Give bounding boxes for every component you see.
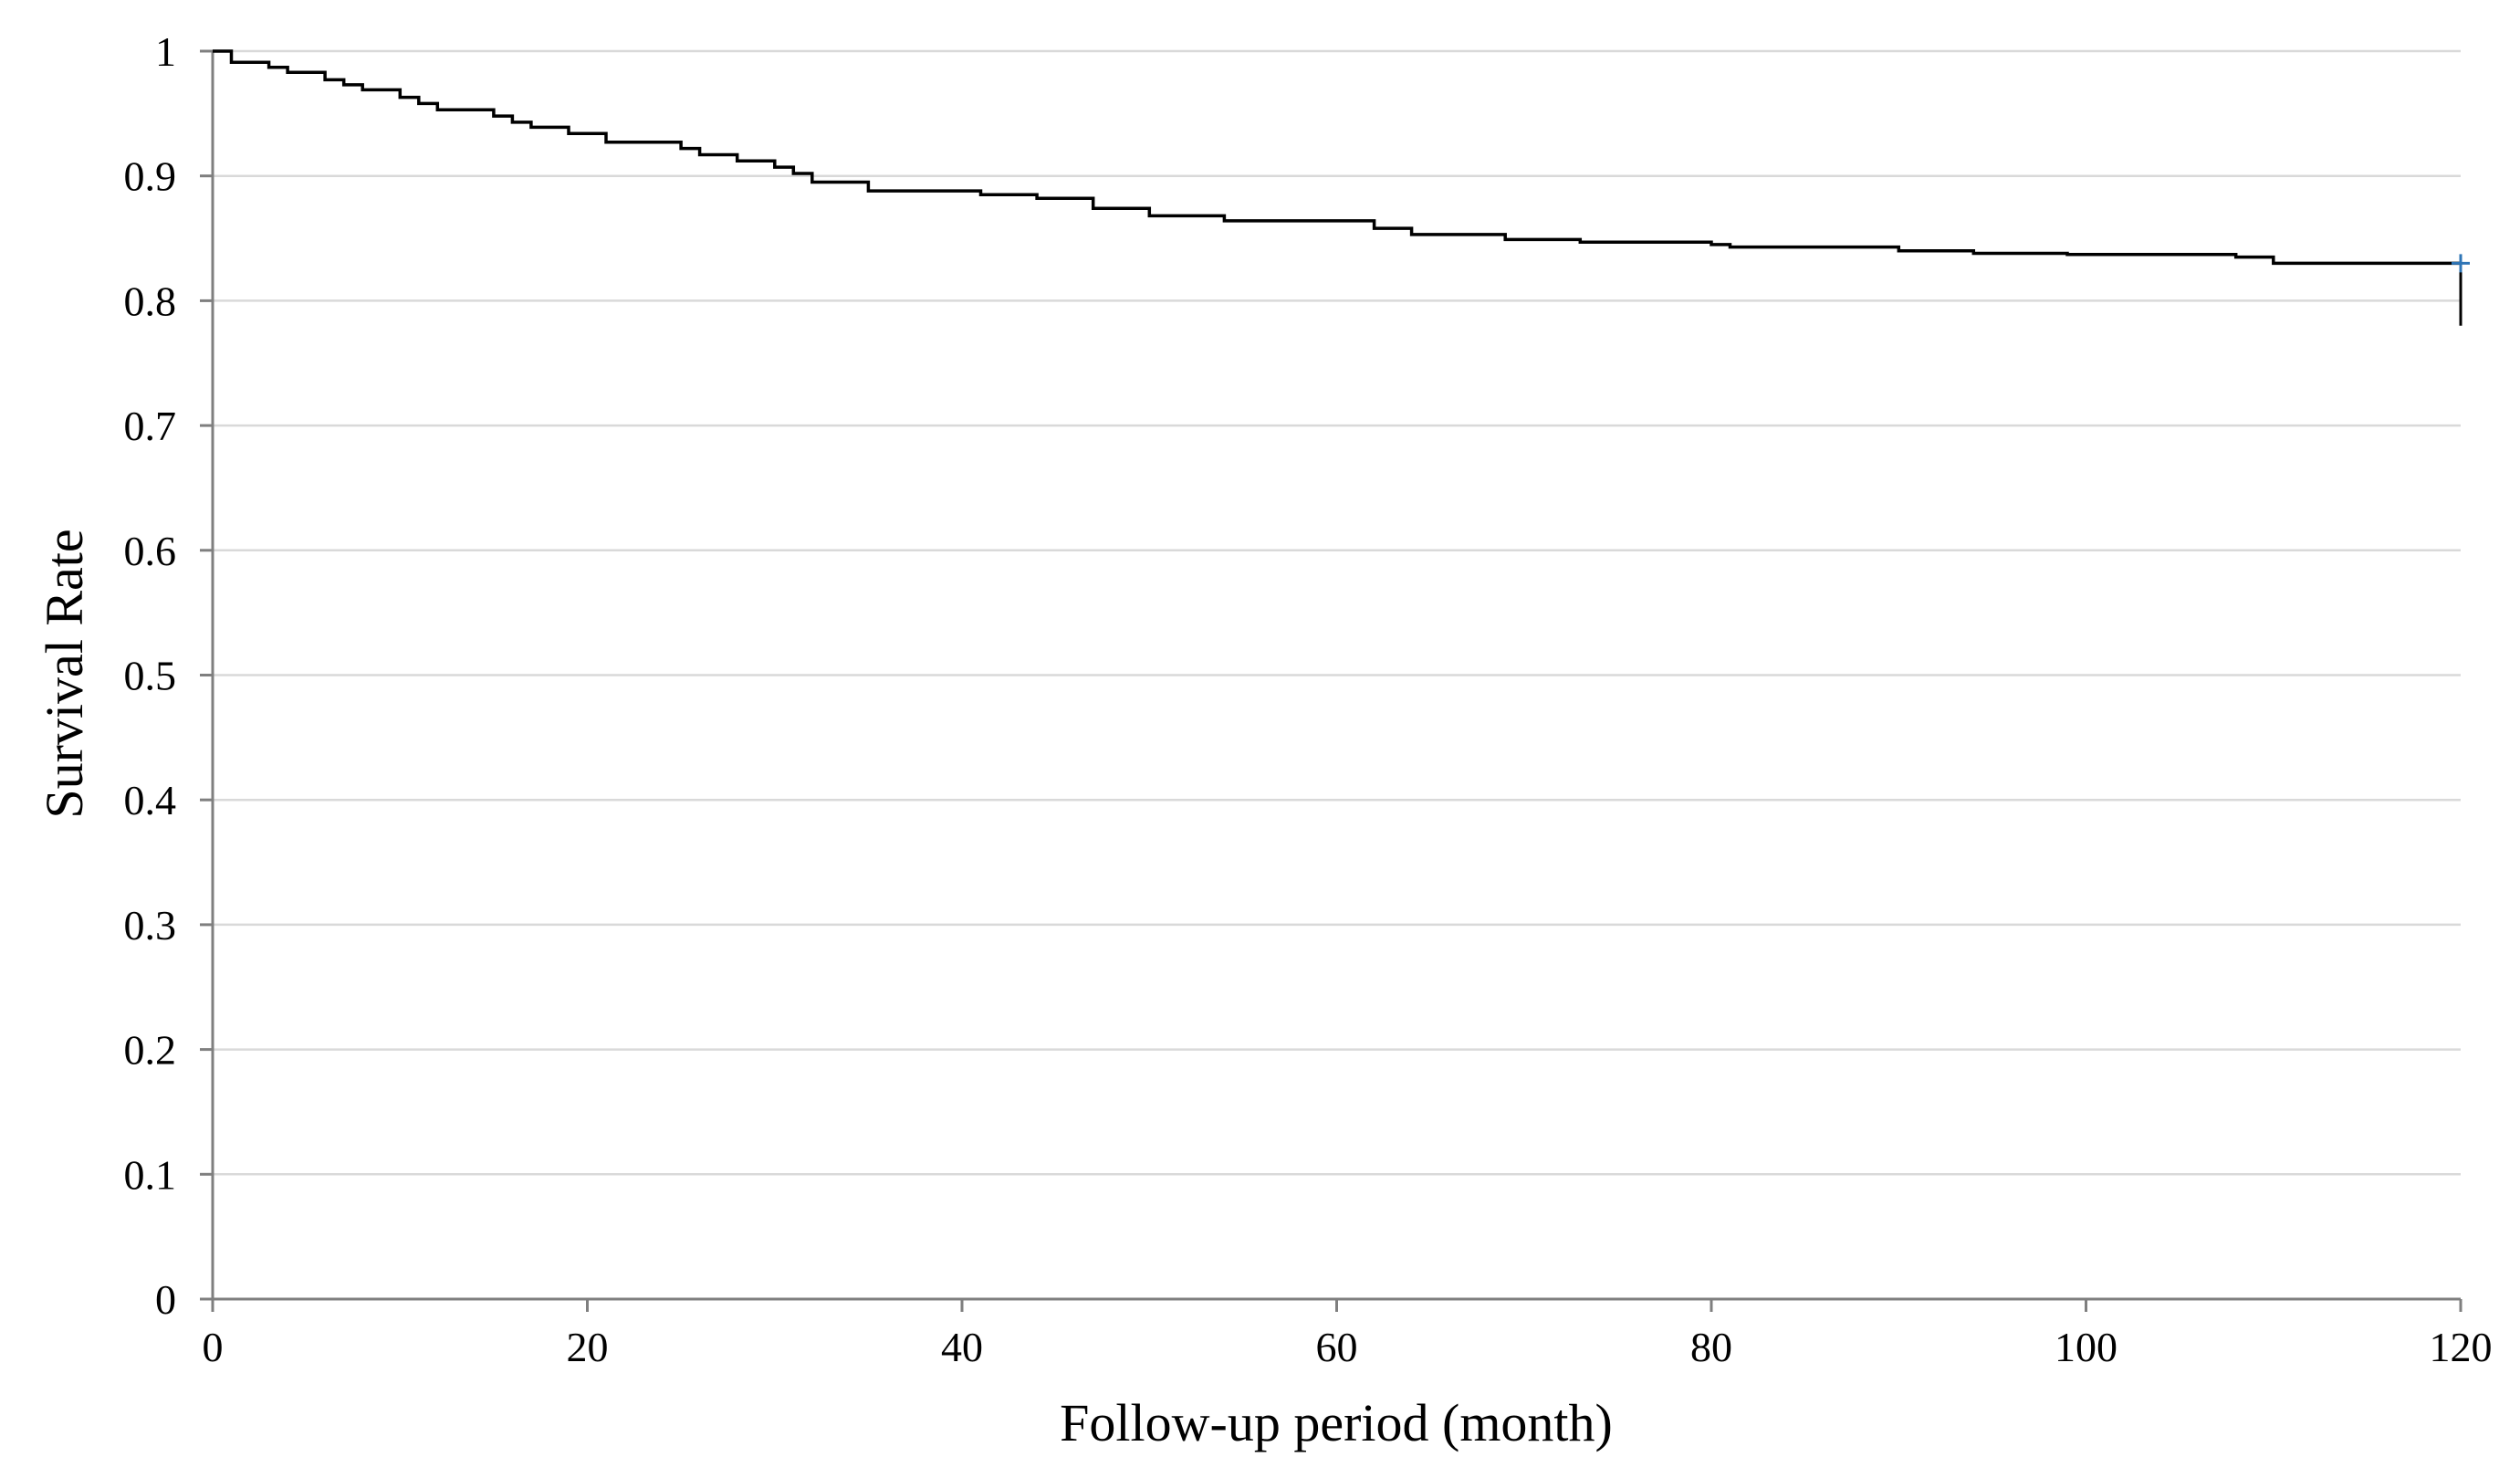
gridlines	[213, 49, 2461, 1176]
y-tick-label: 0	[155, 1276, 176, 1323]
x-tick-label: 20	[567, 1324, 609, 1370]
series-layer	[213, 49, 2470, 326]
y-tick-label: 0.8	[124, 278, 177, 324]
x-tick-label: 60	[1316, 1324, 1358, 1370]
x-tick-label: 80	[1690, 1324, 1732, 1370]
y-tick-label: 0.1	[124, 1151, 177, 1198]
y-tick-label: 1	[155, 28, 176, 75]
x-tick-label: 0	[203, 1324, 224, 1370]
y-tick-label: 0.9	[124, 153, 177, 200]
y-tick-label: 0.5	[124, 653, 177, 699]
y-tick-label: 0.3	[124, 902, 177, 949]
x-tick-labels: 0 20 40 60 80 100 120	[203, 1324, 2493, 1370]
y-tick-label: 0.2	[124, 1027, 177, 1074]
y-axis-title: Survival Rate	[35, 529, 94, 818]
x-tick-label: 120	[2430, 1324, 2493, 1370]
axes	[200, 49, 2462, 1312]
y-tick-label: 0.4	[124, 777, 177, 823]
y-tick-label: 0.7	[124, 403, 177, 449]
x-axis-title: Follow-up period (month)	[1060, 1393, 1613, 1452]
survival-curve	[213, 49, 2461, 266]
x-tick-label: 100	[2055, 1324, 2117, 1370]
x-tick-label: 40	[941, 1324, 983, 1370]
censor-marker	[2452, 254, 2470, 273]
y-tick-label: 0.6	[124, 528, 177, 574]
y-tick-labels: 0 0.1 0.2 0.3 0.4 0.5 0.6 0.7 0.8 0.9 1	[124, 28, 177, 1323]
